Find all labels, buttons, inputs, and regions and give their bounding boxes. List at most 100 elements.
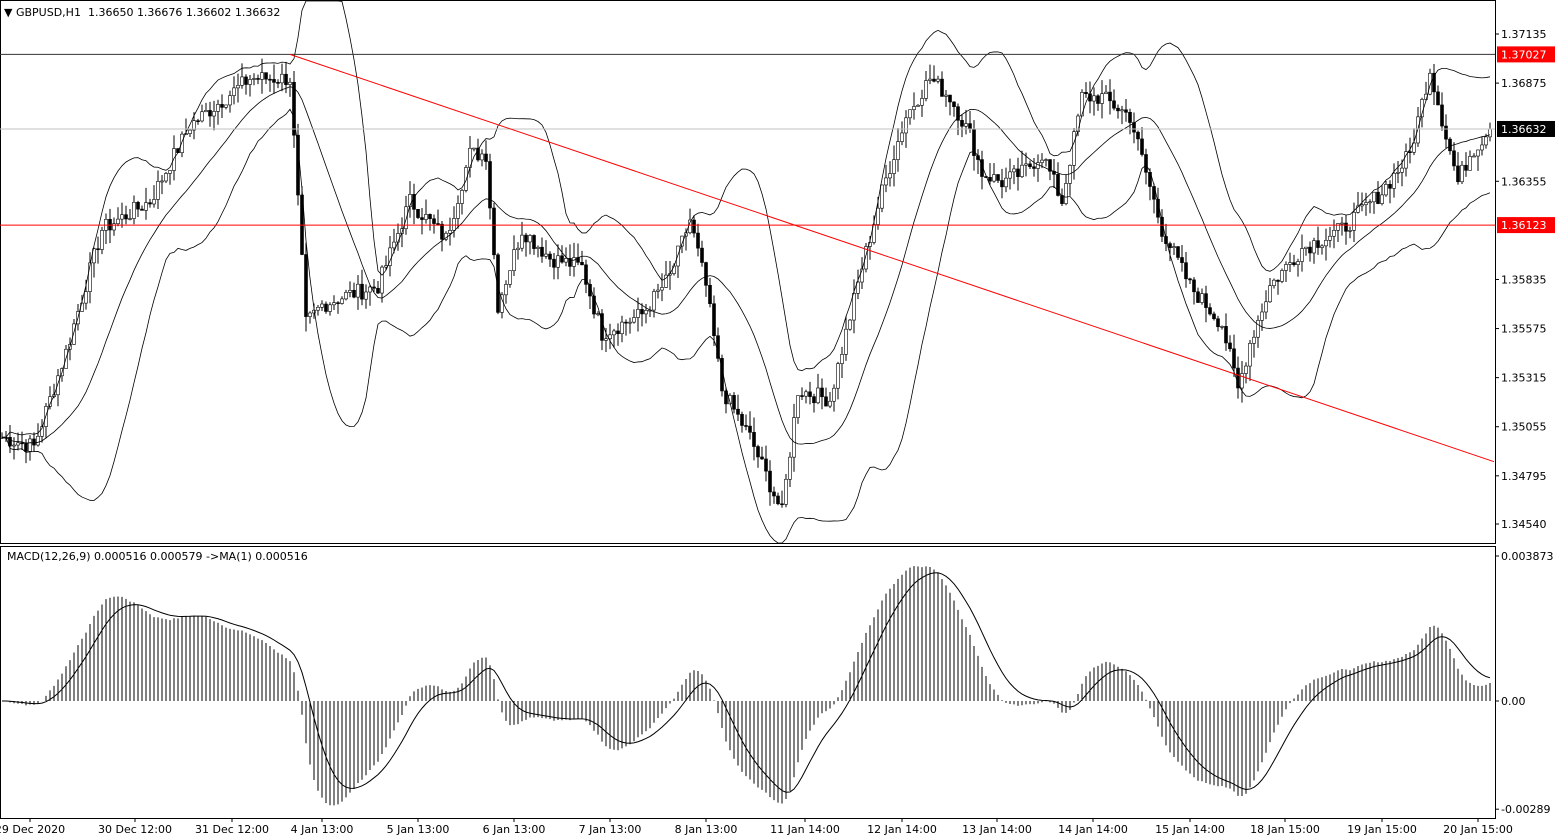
candle-body bbox=[196, 120, 200, 122]
y-tick-label: 1.36875 bbox=[1501, 77, 1547, 90]
candle-body bbox=[864, 246, 868, 270]
candle-body bbox=[1028, 163, 1032, 168]
candle-body bbox=[392, 241, 396, 249]
candle-body bbox=[432, 218, 436, 224]
candle-body bbox=[580, 262, 584, 266]
x-tick-label: 11 Jan 14:00 bbox=[770, 823, 840, 836]
candle-body bbox=[516, 247, 520, 250]
candle-body bbox=[708, 285, 712, 305]
candle-body bbox=[804, 391, 808, 397]
candle-body bbox=[396, 233, 400, 243]
macd-histogram bbox=[5, 566, 1491, 806]
candle-body bbox=[900, 132, 904, 142]
candle-body bbox=[1000, 180, 1004, 188]
candle-body bbox=[208, 110, 212, 117]
candle-body bbox=[844, 328, 848, 355]
candle-body bbox=[484, 153, 488, 162]
candle-body bbox=[816, 387, 820, 404]
candle-body bbox=[1108, 91, 1112, 102]
candle-body bbox=[236, 85, 240, 89]
candle-body bbox=[1308, 246, 1312, 254]
candle-body bbox=[564, 258, 568, 263]
candle-body bbox=[132, 201, 136, 219]
candle-body bbox=[460, 190, 464, 204]
candle-body bbox=[764, 458, 768, 472]
candle-body bbox=[272, 79, 276, 83]
candle-body bbox=[680, 235, 684, 247]
candle-body bbox=[592, 295, 596, 315]
candle-body bbox=[1192, 279, 1196, 293]
candle-body bbox=[1172, 246, 1176, 248]
candle-body bbox=[840, 354, 844, 364]
candle-body bbox=[452, 218, 456, 231]
candle-body bbox=[796, 395, 800, 418]
candle-body bbox=[160, 180, 164, 183]
candle-body bbox=[616, 330, 620, 335]
macd-y-tick-label: 0.003873 bbox=[1501, 550, 1554, 563]
candle-body bbox=[888, 173, 892, 179]
candle-body bbox=[92, 248, 96, 264]
candle-body bbox=[424, 214, 428, 220]
candle-body bbox=[428, 214, 432, 220]
candle-body bbox=[1116, 107, 1120, 112]
candle-body bbox=[380, 266, 384, 294]
candle-body bbox=[328, 304, 332, 312]
candle-body bbox=[1456, 165, 1460, 183]
candle-body bbox=[1468, 156, 1472, 171]
candle-body bbox=[1260, 311, 1264, 321]
candle-body bbox=[1092, 95, 1096, 102]
candle-body bbox=[524, 234, 528, 243]
candle-body bbox=[24, 442, 28, 452]
candle-body bbox=[1088, 93, 1092, 102]
candle-body bbox=[116, 218, 120, 225]
candle-body bbox=[476, 147, 480, 161]
candle-body bbox=[932, 78, 936, 82]
candle-body bbox=[1012, 168, 1016, 173]
candle-body bbox=[308, 312, 312, 317]
candle-body bbox=[880, 184, 884, 209]
candle-body bbox=[696, 232, 700, 249]
candle-body bbox=[1120, 109, 1124, 112]
candle-body bbox=[660, 287, 664, 291]
candle-body bbox=[636, 309, 640, 318]
candle-body bbox=[784, 478, 788, 505]
candle-body bbox=[596, 313, 600, 315]
y-tick-label: 1.35055 bbox=[1501, 421, 1547, 434]
candle-body bbox=[1008, 171, 1012, 179]
candle-body bbox=[164, 173, 168, 182]
candle-body bbox=[1056, 174, 1060, 196]
candle-body bbox=[776, 495, 780, 505]
x-tick-label: 18 Jan 15:00 bbox=[1250, 823, 1320, 836]
candle-body bbox=[1444, 125, 1448, 140]
macd-y-tick-label: -0.00289 bbox=[1501, 803, 1550, 816]
candle-body bbox=[748, 425, 752, 433]
candle-body bbox=[316, 306, 320, 311]
candle-body bbox=[1248, 343, 1252, 367]
y-tick-label: 1.37135 bbox=[1501, 28, 1547, 41]
candle-body bbox=[632, 317, 636, 323]
candle-body bbox=[952, 101, 956, 107]
candle-body bbox=[1312, 240, 1316, 254]
candle-body bbox=[1356, 205, 1360, 213]
candle-body bbox=[928, 78, 932, 81]
ohlc-values: 1.36650 1.36676 1.36602 1.36632 bbox=[87, 6, 281, 19]
candle-body bbox=[252, 78, 256, 80]
candle-body bbox=[244, 76, 248, 85]
collapse-triangle-icon[interactable]: ▼ bbox=[4, 6, 13, 19]
candle-body bbox=[704, 262, 708, 286]
candle-body bbox=[1136, 131, 1140, 140]
candle-body bbox=[1268, 285, 1272, 303]
candle-body bbox=[220, 104, 224, 108]
candle-body bbox=[88, 262, 92, 292]
candle-body bbox=[732, 395, 736, 410]
candle-body bbox=[1208, 307, 1212, 315]
candle-body bbox=[944, 94, 948, 97]
price-tag-text: 1.36123 bbox=[1501, 219, 1547, 232]
candle-body bbox=[100, 230, 104, 250]
candle-body bbox=[372, 286, 376, 289]
candle-body bbox=[12, 444, 16, 447]
candle-body bbox=[988, 177, 992, 182]
candle-body bbox=[268, 78, 272, 81]
candle-body bbox=[948, 94, 952, 103]
